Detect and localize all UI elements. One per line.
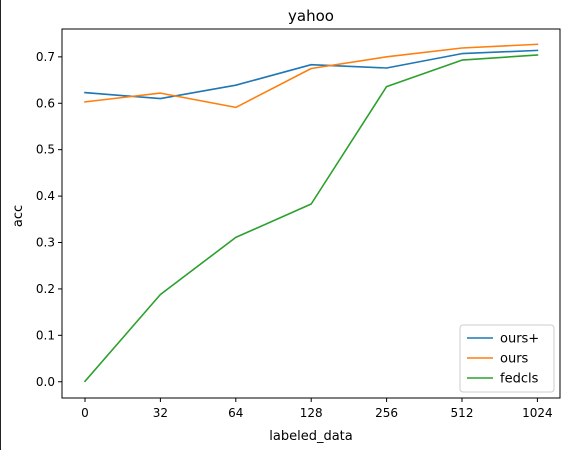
y-tick-label: 0.1 — [36, 328, 55, 342]
x-tick-label: 0 — [81, 406, 89, 420]
y-tick-label: 0.3 — [36, 236, 55, 250]
x-tick-label: 256 — [375, 406, 398, 420]
x-tick-label: 1024 — [522, 406, 553, 420]
series-line-ours- — [84, 49, 539, 100]
legend-label: ours — [500, 352, 529, 367]
legend-box — [459, 324, 555, 393]
x-tick-label: 128 — [300, 406, 323, 420]
y-tick-label: 0.7 — [36, 50, 55, 64]
plot-area: 0 32 64 128 256 512 1024 0.0 0.1 0.2 0.3 0.4 0.5 0.6 0… — [36, 28, 561, 420]
x-axis-label: labeled_data — [269, 429, 352, 444]
series-line-fedcls — [83, 54, 539, 383]
x-tick-label: 512 — [451, 406, 474, 420]
series-line-ours — [84, 43, 539, 109]
legend-label: ours+ — [500, 332, 539, 347]
y-tick-label: 0.5 — [36, 143, 55, 157]
y-tick-label: 0.4 — [36, 189, 55, 203]
y-axis-label: acc — [11, 205, 26, 227]
x-tick-label: 64 — [228, 406, 243, 420]
window-edge — [0, 0, 1, 450]
chart-title: yahoo — [288, 7, 334, 25]
y-tick-label: 0.0 — [36, 375, 55, 389]
y-tick-label: 0.6 — [36, 96, 55, 110]
y-tick-label: 0.2 — [36, 282, 55, 296]
x-tick-label: 32 — [153, 406, 168, 420]
legend-label: fedcls — [500, 372, 539, 387]
